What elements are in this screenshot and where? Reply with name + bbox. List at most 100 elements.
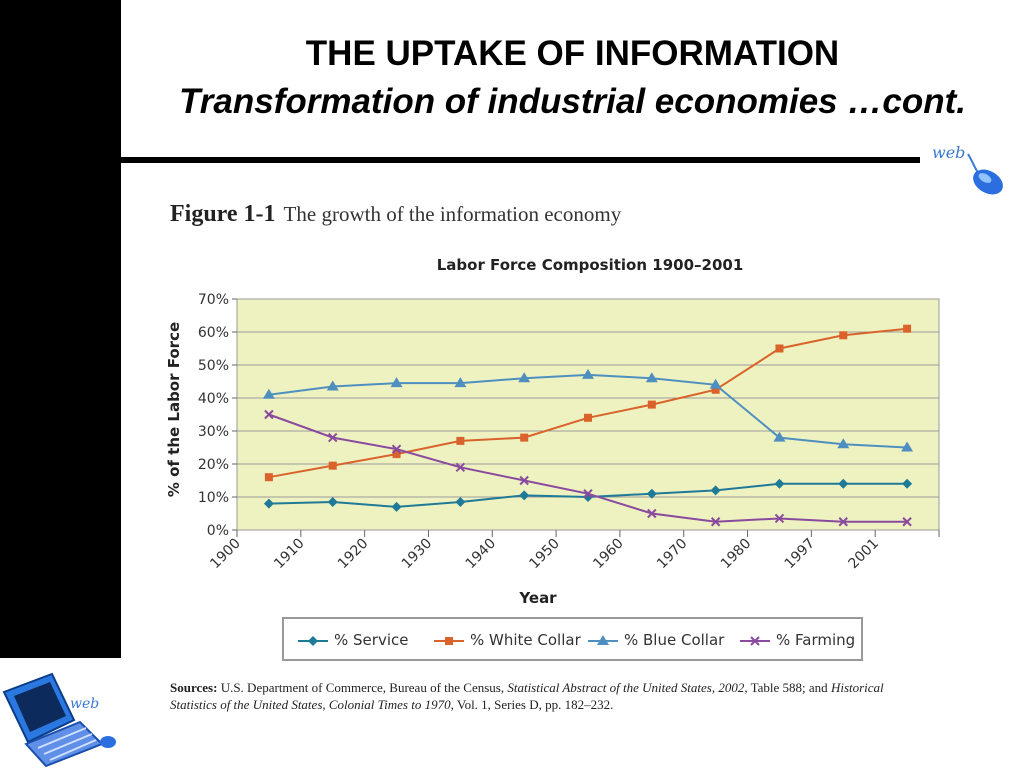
data-point-farming — [455, 462, 466, 473]
svg-text:web: web — [932, 143, 965, 162]
data-point-blue-collar — [390, 377, 403, 388]
y-tick-label: 60% — [198, 325, 229, 341]
data-point-white-collar — [264, 473, 273, 482]
data-point-farming — [583, 488, 593, 499]
sources-text-3: Vol. 1, Series D, pp. 182–232. — [456, 697, 614, 712]
chart-legend: % Service % White Collar % Blue Collar % Fa… — [282, 617, 863, 661]
data-point-farming — [902, 517, 912, 527]
y-axis-title: % of the Labor Force — [165, 322, 183, 497]
legend-marker — [445, 636, 453, 645]
y-tick-label: 70% — [198, 292, 229, 308]
figure-label: Figure 1-1 The growth of the information … — [170, 201, 621, 228]
legend-item: % Blue Collar — [588, 631, 724, 649]
data-point-white-collar — [392, 450, 401, 459]
x-tick-label: 1980 — [718, 536, 755, 573]
data-point-service — [774, 478, 785, 489]
data-point-farming — [519, 475, 529, 486]
data-point-farming — [647, 508, 657, 519]
data-point-service — [391, 501, 402, 512]
data-point-service — [838, 478, 849, 489]
x-tick-label: 1960 — [590, 536, 627, 573]
legend-label: % Blue Collar — [624, 631, 725, 649]
y-tick-label: 0% — [207, 523, 229, 539]
legend-marker — [750, 635, 760, 646]
legend-item: % White Collar — [434, 631, 581, 649]
legend-item: % Farming — [740, 631, 855, 649]
x-tick-label: 1920 — [335, 536, 372, 573]
sources-label: Sources: — [170, 680, 218, 695]
data-point-blue-collar — [582, 368, 594, 379]
data-point-white-collar — [903, 324, 912, 333]
figure-caption: The growth of the information economy — [283, 202, 622, 226]
data-point-blue-collar — [518, 372, 531, 383]
x-tick-label: 1900 — [207, 536, 244, 573]
data-point-white-collar — [775, 344, 784, 353]
legend-swatch — [740, 635, 770, 646]
web-mouse-icon: web — [932, 143, 1003, 195]
data-point-white-collar — [456, 436, 465, 445]
sources-italic-2: Historical Statistics of the United Stat… — [170, 680, 884, 712]
legend-swatch — [298, 635, 328, 646]
data-point-white-collar — [328, 461, 337, 470]
data-point-service — [902, 478, 913, 489]
x-tick-label: 1940 — [463, 536, 500, 573]
slide-subtitle: Transformation of industrial economies …… — [179, 82, 966, 121]
data-point-white-collar — [647, 400, 656, 409]
x-tick-label: 1950 — [526, 536, 563, 573]
legend-marker — [597, 634, 609, 645]
legend-item: % Service — [298, 631, 408, 649]
sources-text-1: U.S. Department of Commerce, Bureau of t… — [220, 680, 505, 695]
legend-swatch — [588, 634, 618, 645]
sources-note: Sources: U.S. Department of Commerce, Bu… — [170, 679, 930, 713]
computer-clipart-icon: web — [2, 672, 116, 768]
y-tick-label: 40% — [198, 391, 229, 407]
x-axis-title: Year — [518, 589, 557, 607]
data-point-service — [519, 490, 530, 501]
data-point-blue-collar — [709, 378, 722, 389]
data-point-blue-collar — [645, 372, 658, 383]
data-point-white-collar — [839, 331, 848, 340]
x-tick-label: 1970 — [654, 536, 691, 573]
data-point-blue-collar — [262, 388, 275, 399]
data-point-farming — [774, 513, 785, 524]
data-point-blue-collar — [901, 441, 914, 452]
data-point-farming — [391, 444, 402, 454]
data-point-service — [327, 496, 338, 507]
legend-swatch — [434, 636, 464, 645]
data-point-service — [455, 496, 466, 507]
y-tick-label: 50% — [198, 358, 229, 374]
figure-number: Figure 1-1 — [170, 201, 276, 227]
data-point-blue-collar — [773, 431, 786, 442]
x-tick-label: 1930 — [399, 536, 436, 573]
y-tick-label: 20% — [198, 457, 229, 473]
legend-marker — [308, 635, 318, 646]
chart-title: Labor Force Composition 1900–2001 — [436, 256, 744, 274]
data-point-farming — [710, 517, 721, 527]
data-point-farming — [264, 409, 274, 420]
data-point-white-collar — [520, 433, 529, 442]
legend-label: % White Collar — [470, 631, 581, 649]
left-black-bar — [0, 0, 121, 658]
data-point-service — [263, 498, 274, 509]
data-point-farming — [838, 517, 848, 527]
slide-title: THE UPTAKE OF INFORMATION — [305, 34, 840, 73]
x-tick-label: 1910 — [271, 536, 308, 573]
legend-label: % Service — [334, 631, 409, 649]
svg-text:web: web — [70, 696, 99, 712]
data-point-service — [646, 488, 657, 499]
data-point-blue-collar — [837, 438, 850, 449]
data-point-white-collar — [584, 413, 592, 422]
sources-italic-1: Statistical Abstract of the United State… — [507, 680, 748, 695]
data-point-white-collar — [711, 385, 720, 394]
data-point-farming — [328, 432, 338, 443]
y-tick-label: 30% — [198, 424, 229, 440]
x-tick-label: 1997 — [782, 536, 819, 573]
sources-text-2: Table 588; and — [750, 680, 828, 695]
x-tick-label: 2001 — [845, 536, 882, 573]
data-point-blue-collar — [326, 380, 339, 391]
legend-label: % Farming — [776, 631, 856, 649]
data-point-blue-collar — [454, 377, 467, 388]
y-tick-label: 10% — [198, 490, 229, 506]
data-point-service — [710, 485, 721, 496]
title-divider — [121, 157, 920, 163]
